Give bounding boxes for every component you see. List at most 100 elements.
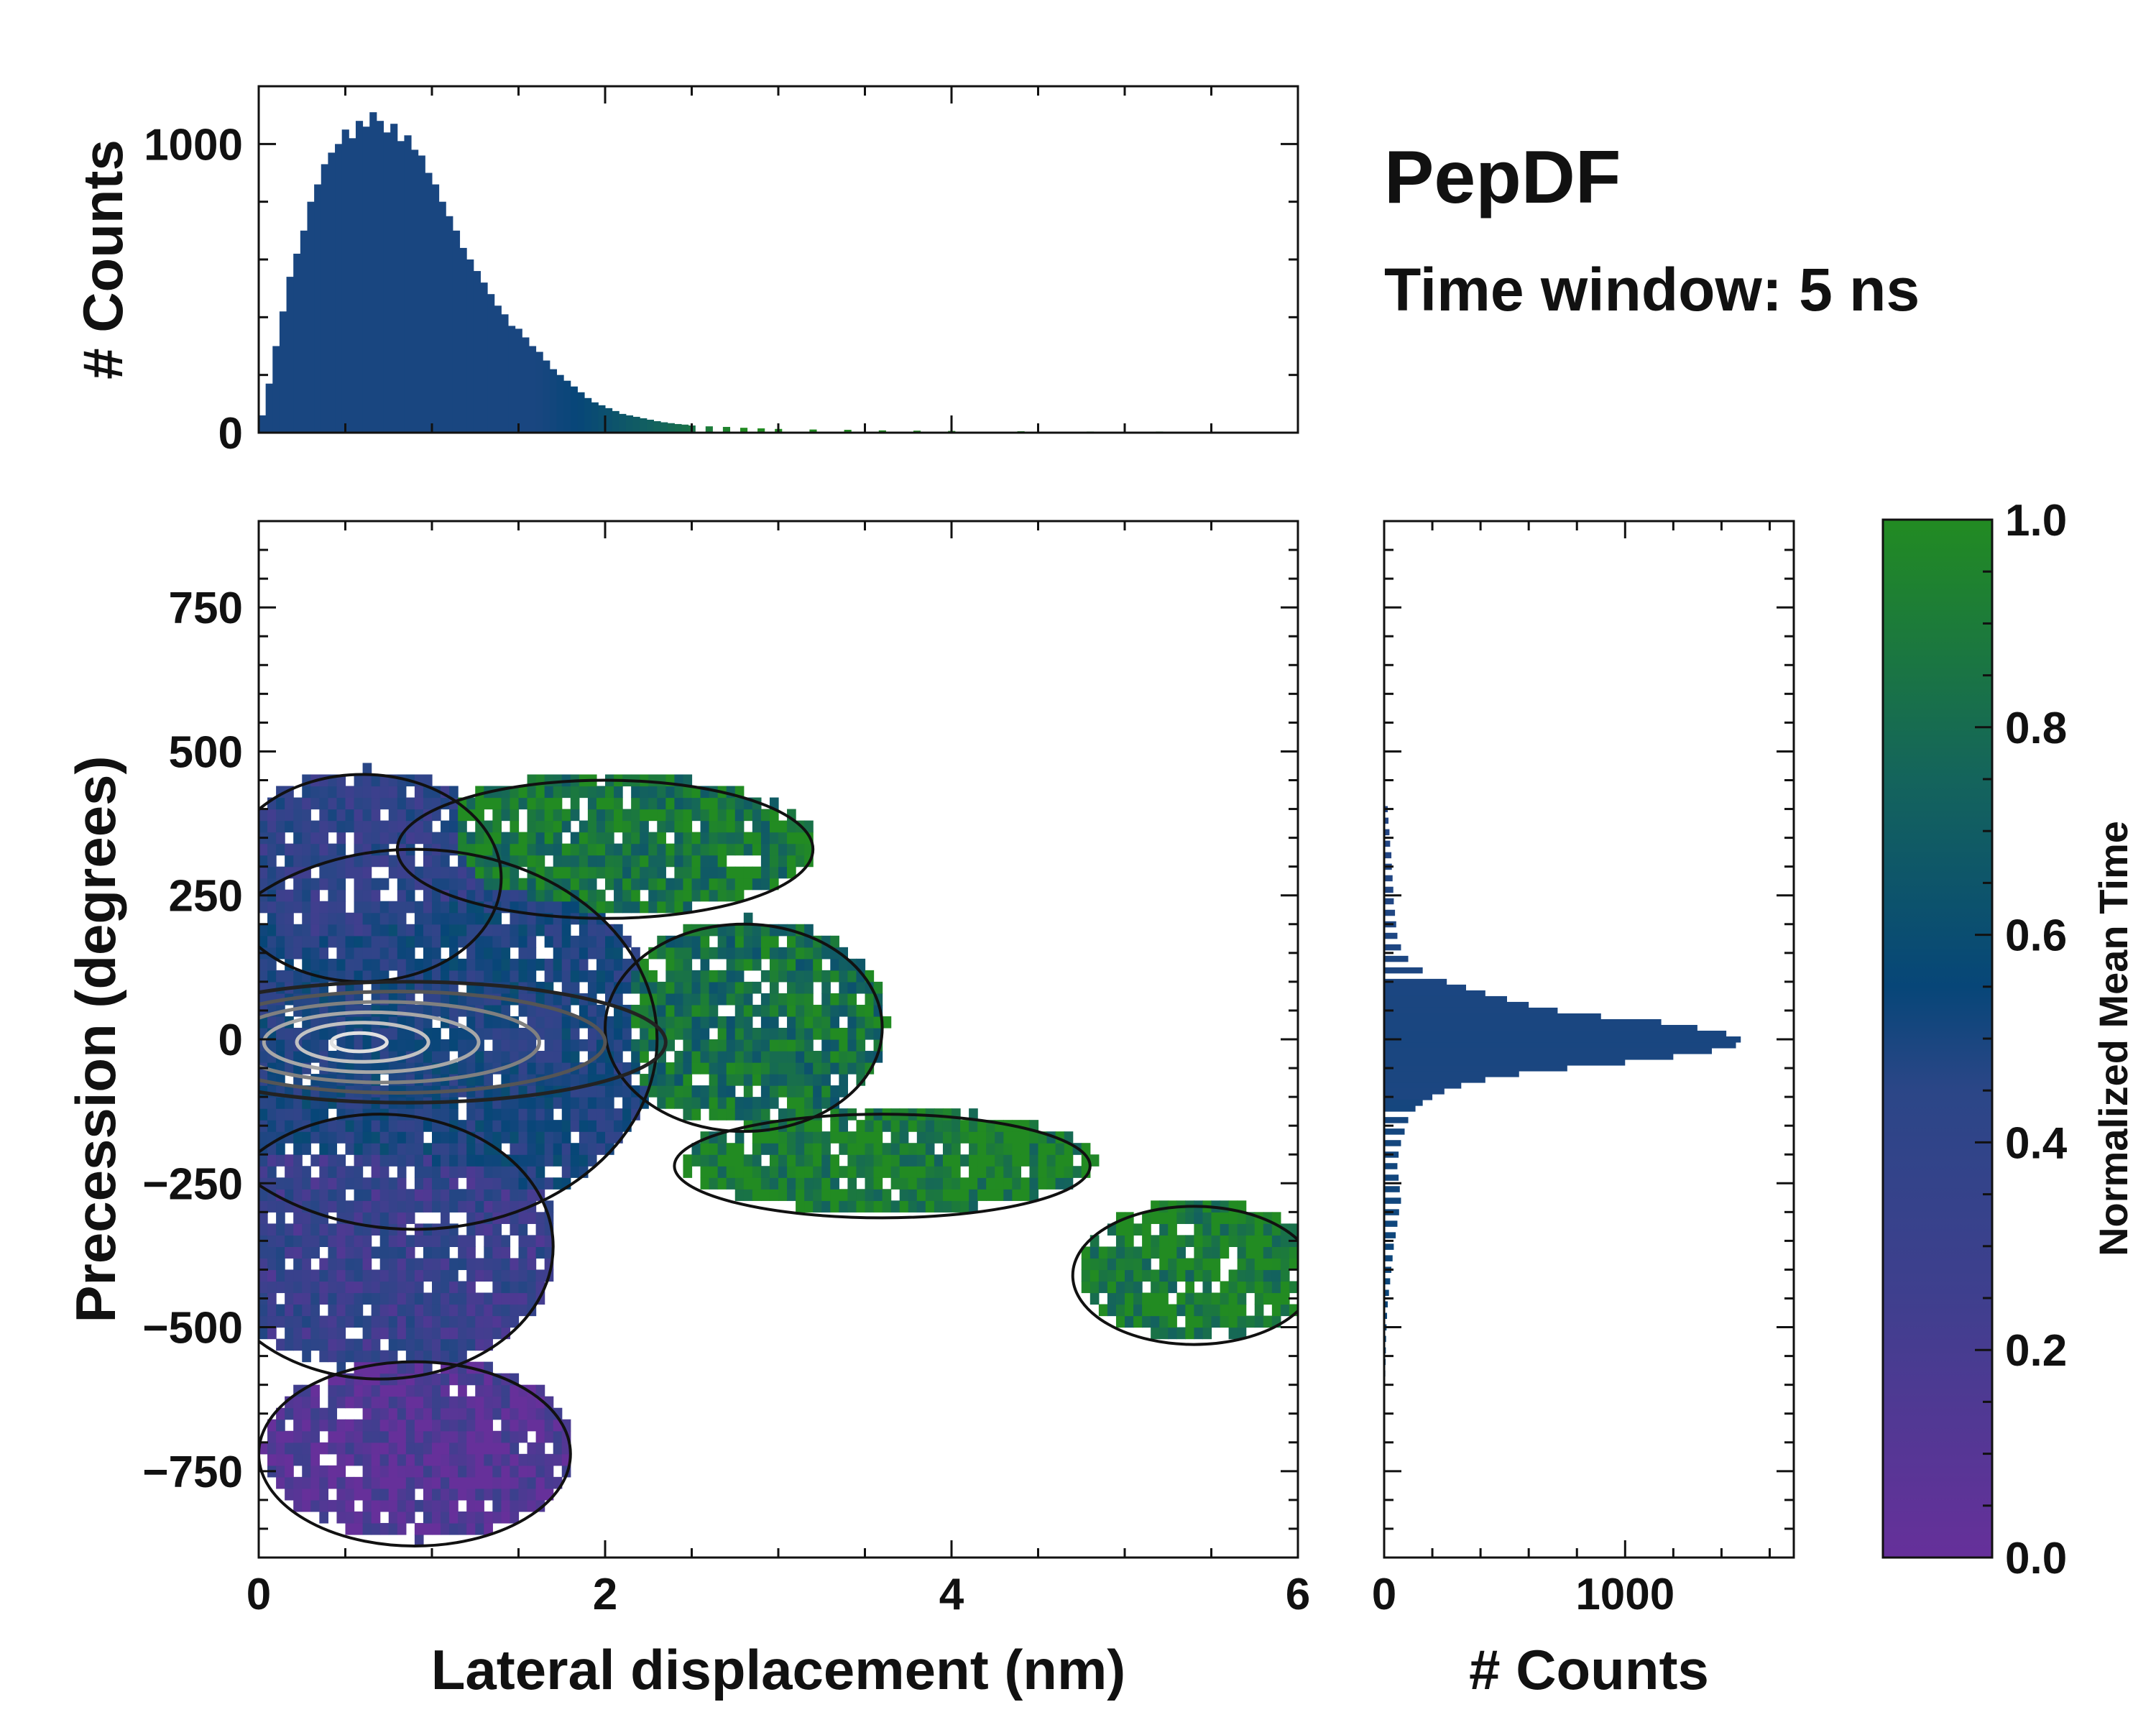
heatmap-cell <box>449 901 459 914</box>
heatmap-cell <box>336 924 346 937</box>
heatmap-cell <box>345 1166 355 1178</box>
heatmap-cell <box>492 1258 502 1271</box>
heatmap-cell <box>379 1166 390 1178</box>
heatmap-cell <box>423 1004 433 1017</box>
heatmap-cell <box>683 1039 693 1052</box>
heatmap-cell <box>336 912 346 925</box>
heatmap-cell <box>379 1177 390 1190</box>
heatmap-cell <box>631 786 640 799</box>
heatmap-cell <box>492 1154 502 1167</box>
heatmap-cell <box>371 947 381 960</box>
heatmap-cell <box>302 878 311 891</box>
heatmap-cell <box>916 1131 926 1144</box>
heatmap-cell <box>596 843 606 856</box>
heatmap-cell <box>449 866 459 879</box>
heatmap-cell <box>813 1166 822 1178</box>
heatmap-cell <box>310 1212 320 1224</box>
heatmap-cell <box>510 1051 520 1063</box>
heatmap-cell <box>605 1062 614 1075</box>
heatmap-cell <box>830 970 839 983</box>
heatmap-cell <box>553 889 563 902</box>
top-histogram-bar <box>446 216 453 433</box>
heatmap-cell <box>328 1120 338 1132</box>
heatmap-cell <box>259 1108 268 1121</box>
heatmap-cell <box>683 878 693 891</box>
heatmap-cell <box>293 1442 303 1455</box>
heatmap-cell <box>449 1315 459 1328</box>
heatmap-cell <box>423 1407 433 1420</box>
heatmap-cell <box>267 935 277 948</box>
heatmap-cell <box>544 1051 554 1063</box>
heatmap-cell <box>405 935 415 948</box>
heatmap-cell <box>510 1131 520 1144</box>
heatmap-cell <box>449 1154 459 1167</box>
heatmap-cell <box>561 1039 571 1052</box>
heatmap-cell <box>813 1016 822 1029</box>
heatmap-cell <box>371 1350 381 1363</box>
heatmap-cell <box>570 1016 580 1029</box>
heatmap-cell <box>310 1465 320 1478</box>
heatmap-cell <box>648 855 658 868</box>
heatmap-cell <box>769 1062 779 1075</box>
heatmap-cell <box>267 1269 277 1282</box>
heatmap-cell <box>328 1177 338 1190</box>
heatmap-cell <box>484 1327 493 1340</box>
heatmap-cell <box>267 1154 277 1167</box>
heatmap-cell <box>527 1212 537 1224</box>
heatmap-cell <box>475 1062 484 1075</box>
heatmap-cell <box>622 901 632 914</box>
heatmap-cell <box>492 1407 502 1420</box>
heatmap-cell <box>760 1097 770 1109</box>
heatmap-cell <box>259 1166 268 1178</box>
heatmap-cell <box>709 947 719 960</box>
heatmap-cell <box>405 1269 415 1282</box>
heatmap-cell <box>293 1453 303 1466</box>
heatmap-cell <box>319 1315 328 1328</box>
heatmap-cell <box>544 1453 554 1466</box>
heatmap-cell <box>458 924 467 937</box>
heatmap-cell <box>657 993 666 1006</box>
heatmap-cell <box>267 1453 277 1466</box>
heatmap-cell <box>267 1442 277 1455</box>
heatmap-cell <box>778 1154 788 1167</box>
heatmap-cell <box>856 1154 866 1167</box>
heatmap-cell <box>614 1120 623 1132</box>
heatmap-cell <box>1029 1177 1039 1190</box>
heatmap-cell <box>648 1085 658 1098</box>
heatmap-cell <box>1125 1223 1134 1236</box>
heatmap-cell <box>293 889 303 902</box>
heatmap-cell <box>1176 1212 1186 1224</box>
heatmap-cell <box>475 947 484 960</box>
heatmap-cell <box>1133 1269 1143 1282</box>
heatmap-cell <box>362 1177 372 1190</box>
heatmap-cell <box>379 1292 390 1305</box>
heatmap-cell <box>354 1419 364 1432</box>
heatmap-cell <box>484 843 493 856</box>
heatmap-cell <box>640 832 649 845</box>
heatmap-cell <box>1202 1212 1212 1224</box>
heatmap-cell <box>743 809 753 822</box>
top-histogram-bar <box>438 201 446 433</box>
heatmap-cell <box>310 1154 320 1167</box>
heatmap-cell <box>570 878 580 891</box>
heatmap-cell <box>293 1315 303 1328</box>
heatmap-cell <box>302 935 311 948</box>
heatmap-cell <box>856 1166 866 1178</box>
heatmap-cell <box>484 958 493 971</box>
heatmap-cell <box>432 1522 441 1535</box>
heatmap-cell <box>328 1200 338 1213</box>
right-histogram-bar <box>1384 817 1389 824</box>
heatmap-cell <box>1159 1327 1169 1340</box>
heatmap-cell <box>302 1131 311 1144</box>
heatmap-cell <box>890 1200 900 1213</box>
heatmap-cell <box>345 1039 355 1052</box>
heatmap-cell <box>760 832 770 845</box>
heatmap-cell <box>691 1097 701 1109</box>
heatmap-cell <box>310 1200 320 1213</box>
heatmap-cell <box>510 1200 520 1213</box>
heatmap-cell <box>328 809 338 822</box>
heatmap-cell <box>796 1074 805 1086</box>
heatmap-cell <box>796 1097 805 1109</box>
heatmap-cell <box>432 970 441 983</box>
